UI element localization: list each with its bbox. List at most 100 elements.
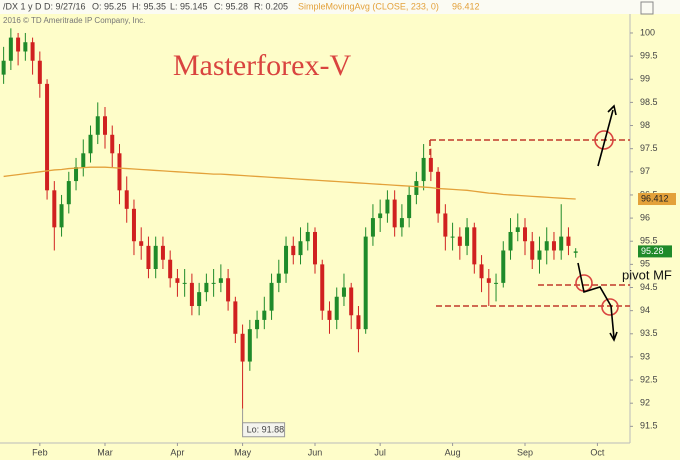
candle-body	[269, 282, 274, 311]
pivot-label: pivot MF	[622, 267, 672, 282]
candle-body	[320, 264, 325, 311]
study-value: 96.412	[452, 1, 480, 11]
candle-body	[233, 301, 238, 334]
candle-body	[392, 199, 397, 228]
candle-body	[103, 116, 107, 135]
candle-body	[197, 292, 202, 307]
price-flag-label: 95.28	[641, 246, 664, 256]
x-tick-label: May	[234, 447, 252, 457]
candle-body	[131, 208, 136, 242]
copyright: 2016 © TD Ameritrade IP Company, Inc.	[3, 16, 145, 25]
x-tick-label: Jun	[308, 447, 323, 457]
candle-body	[23, 42, 28, 52]
level-lines	[429, 139, 630, 307]
candle-body	[573, 251, 578, 253]
y-tick-label: 94.5	[640, 282, 658, 292]
candle-body	[508, 231, 513, 251]
sma-flag	[638, 193, 676, 206]
open: O: 95.25	[92, 1, 127, 11]
low-label: Lo: 91.88	[247, 425, 285, 435]
candle-body	[334, 296, 339, 320]
candle-body	[414, 181, 419, 195]
y-tick-label: 97	[640, 166, 650, 176]
icon	[640, 1, 654, 15]
candle-body	[327, 310, 332, 320]
candle-body	[494, 282, 499, 284]
candle-body	[284, 245, 289, 274]
target-circle	[594, 130, 614, 150]
y-tick-label: 96	[640, 212, 650, 222]
candle-body	[240, 333, 245, 362]
candle-body	[88, 134, 93, 154]
candle-body	[378, 213, 383, 219]
candle-body	[146, 245, 151, 269]
candle-body	[407, 194, 412, 219]
candle-body	[189, 282, 194, 307]
candle-body	[530, 241, 535, 260]
candle-body	[211, 282, 216, 284]
price-flag	[638, 245, 672, 258]
y-tick-label: 94	[640, 305, 650, 315]
candle-body	[515, 227, 520, 232]
high: H: 95.35	[132, 1, 166, 11]
candle-body	[566, 236, 571, 246]
candle-body	[551, 241, 556, 251]
candle-body	[74, 167, 79, 182]
candle-body	[465, 227, 470, 246]
candle-body	[559, 236, 564, 251]
candle-body	[363, 236, 368, 330]
candle-body	[30, 42, 35, 61]
x-tick-label: Feb	[32, 447, 48, 457]
y-tick-label: 92	[640, 398, 650, 408]
candle-body	[52, 190, 57, 228]
candle-body	[160, 245, 165, 260]
candle-body	[428, 157, 433, 172]
candle-body	[443, 213, 448, 237]
date: D: 9/27/16	[44, 1, 86, 11]
x-tick-label: Jul	[374, 447, 386, 457]
candle-body	[385, 199, 390, 214]
plot: 91.59292.59393.59494.59595.59696.59797.5…	[0, 14, 676, 457]
candle-body	[305, 231, 310, 242]
candle-body	[276, 273, 281, 283]
y-tick-label: 99.5	[640, 50, 658, 60]
candle-body	[59, 204, 64, 228]
symbol: /DX 1 y D	[3, 1, 42, 11]
x-tick-label: Apr	[170, 447, 184, 457]
candle-body	[298, 241, 303, 256]
sma-line	[3, 166, 576, 200]
y-tick-label: 98	[640, 120, 650, 130]
y-tick-label: 95	[640, 259, 650, 269]
range: R: 0.205	[254, 1, 288, 11]
header-bar	[0, 0, 680, 14]
arrow-head	[607, 104, 617, 116]
candle-body	[37, 60, 42, 84]
candle-body	[110, 134, 115, 154]
close: C: 95.28	[214, 1, 248, 11]
candle-body	[168, 259, 173, 279]
candle-body	[247, 329, 252, 362]
candle-body	[182, 282, 187, 284]
candle-body	[291, 245, 296, 256]
candle-body	[226, 278, 231, 302]
candle-body	[1, 60, 6, 75]
y-tick-label: 97.5	[640, 143, 658, 153]
candle-body	[501, 250, 506, 283]
candle-body	[450, 236, 455, 238]
candle-body	[370, 218, 375, 237]
arrow-down	[577, 262, 615, 339]
candle-body	[255, 319, 260, 330]
sma-flag-label: 96.412	[641, 193, 669, 203]
candle-body	[153, 245, 158, 269]
candle-body	[537, 250, 542, 260]
y-tick-label: 95.5	[640, 236, 658, 246]
candle-body	[45, 83, 50, 191]
candle-body	[81, 153, 86, 168]
candle-body	[436, 171, 441, 214]
candle-body	[544, 241, 549, 251]
low-box	[242, 422, 286, 438]
x-tick-label: Mar	[97, 447, 113, 457]
arrow-head	[609, 331, 618, 342]
candle-body	[399, 218, 404, 228]
